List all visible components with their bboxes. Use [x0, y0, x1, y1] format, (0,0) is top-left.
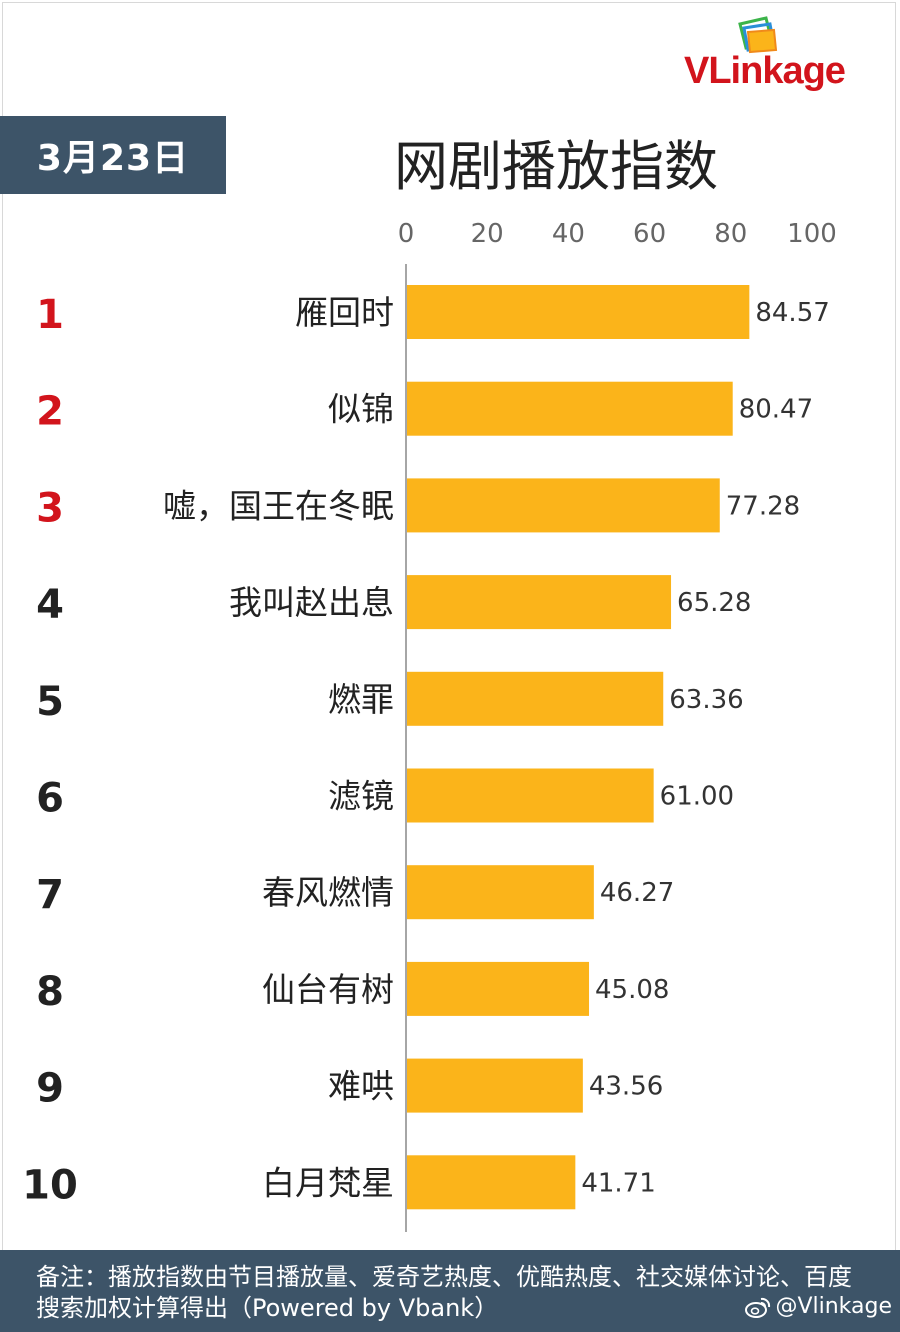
date-label: 3月23日	[0, 116, 226, 194]
rank-number: 6	[36, 776, 64, 822]
data-label: 45.08	[595, 975, 669, 1005]
bar	[407, 1155, 576, 1210]
category-label: 嘘，国王在冬眠	[163, 486, 394, 525]
data-label: 77.28	[726, 491, 800, 521]
x-tick-label: 0	[398, 219, 415, 249]
bar	[407, 768, 654, 823]
data-label: 43.56	[589, 1072, 663, 1102]
rank-number: 2	[36, 389, 64, 435]
bar	[407, 961, 590, 1016]
data-label: 80.47	[739, 395, 813, 425]
x-tick-label: 40	[552, 219, 585, 249]
bar-chart: 0 20 40 60 80 100 84.57 雁回时 1 80.47 似锦 2 77.28 嘘，国王在冬…	[22, 219, 837, 1232]
chart-title: 网剧播放指数	[394, 135, 718, 198]
category-label: 仙台有树	[262, 970, 394, 1009]
weibo-handle: @Vlinkage	[745, 1294, 892, 1319]
footer-banner: 备注：播放指数由节目播放量、爱奇艺热度、优酷热度、社交媒体讨论、百度搜索加权计算…	[0, 1250, 900, 1332]
category-label: 滤镜	[328, 777, 394, 816]
data-label: 65.28	[677, 588, 751, 618]
rank-number: 4	[36, 582, 64, 628]
category-label: 似锦	[328, 390, 394, 429]
brand-name: VLinkage	[684, 50, 846, 92]
bar	[407, 671, 664, 726]
weibo-handle-text: @Vlinkage	[775, 1294, 892, 1319]
logo-icon	[738, 16, 778, 54]
data-label: 46.27	[600, 878, 674, 908]
bar	[407, 381, 733, 436]
rank-number: 1	[36, 292, 64, 338]
data-label: 84.57	[755, 298, 829, 328]
rank-number: 3	[36, 485, 64, 531]
category-label: 燃罪	[328, 680, 394, 719]
bar	[407, 478, 720, 533]
x-tick-label: 60	[633, 219, 666, 249]
bar	[407, 285, 750, 339]
footer-note: 备注：播放指数由节目播放量、爱奇艺热度、优酷热度、社交媒体讨论、百度搜索加权计算…	[36, 1263, 852, 1322]
rank-number: 5	[36, 679, 64, 725]
brand-logo: VLinkage	[684, 16, 894, 96]
rank-number: 8	[36, 969, 64, 1015]
x-tick-label: 100	[787, 219, 837, 249]
bar	[407, 1058, 583, 1113]
rank-number: 10	[22, 1162, 78, 1208]
data-label: 63.36	[669, 685, 743, 715]
category-label: 雁回时	[295, 293, 394, 332]
rank-number: 7	[36, 872, 64, 918]
data-label: 61.00	[660, 782, 734, 812]
x-tick-label: 20	[471, 219, 504, 249]
data-label: 41.71	[581, 1168, 655, 1198]
category-label: 我叫赵出息	[229, 583, 394, 622]
category-label: 白月梵星	[262, 1163, 394, 1202]
bar	[407, 865, 594, 920]
weibo-icon	[745, 1297, 771, 1318]
bar	[407, 575, 672, 630]
category-label: 春风燃情	[262, 873, 394, 912]
rank-number: 9	[36, 1066, 64, 1112]
category-label: 难哄	[328, 1067, 394, 1106]
x-tick-label: 80	[714, 219, 747, 249]
